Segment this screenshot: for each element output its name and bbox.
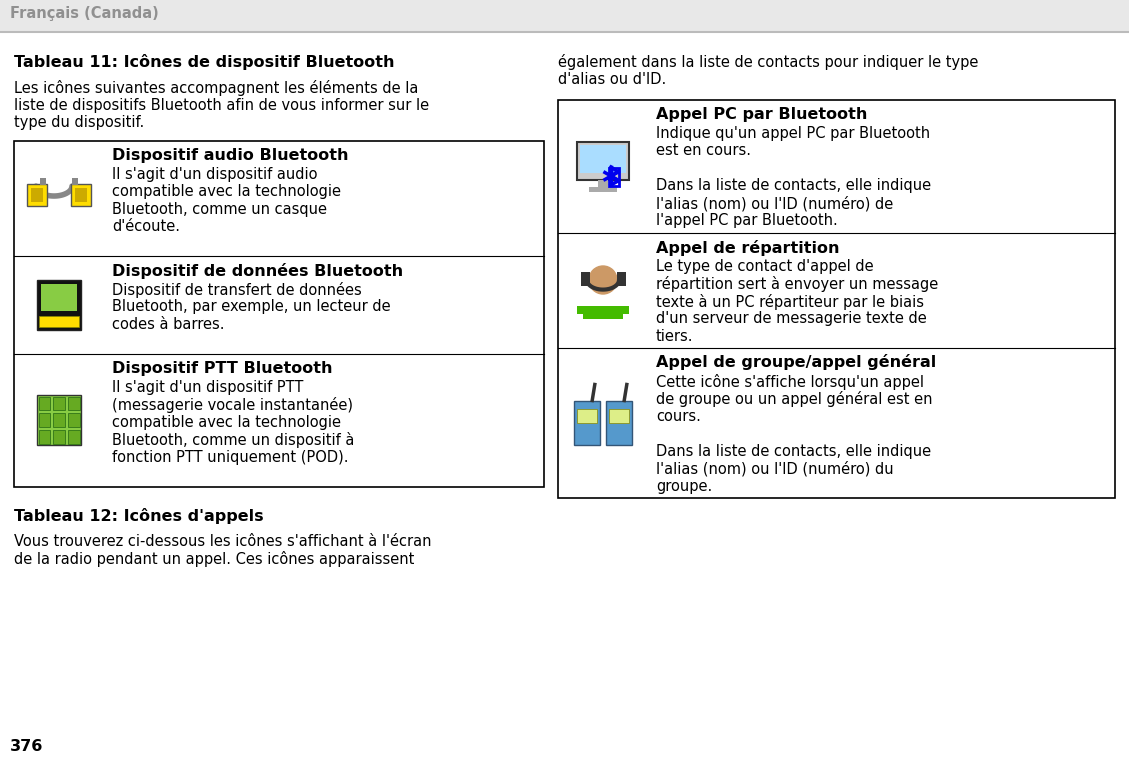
Text: Bluetooth, par exemple, un lecteur de: Bluetooth, par exemple, un lecteur de (112, 299, 391, 315)
Bar (583, 313, 623, 319)
Bar (598, 180, 609, 187)
Text: est en cours.: est en cours. (656, 143, 751, 158)
Text: Les icônes suivantes accompagnent les éléments de la: Les icônes suivantes accompagnent les él… (14, 80, 419, 96)
Bar (580, 145, 625, 173)
Text: Dans la liste de contacts, elle indique: Dans la liste de contacts, elle indique (656, 443, 931, 459)
Text: l'alias (nom) ou l'ID (numéro) de: l'alias (nom) ou l'ID (numéro) de (656, 196, 893, 211)
Text: Dispositif de transfert de données: Dispositif de transfert de données (112, 282, 361, 298)
Text: Français (Canada): Français (Canada) (10, 6, 159, 21)
Text: Dispositif PTT Bluetooth: Dispositif PTT Bluetooth (112, 360, 333, 376)
Bar (577, 408, 597, 422)
Bar (68, 397, 79, 410)
Text: Tableau 11: Icônes de dispositif Bluetooth: Tableau 11: Icônes de dispositif Bluetoo… (14, 54, 394, 70)
Bar (558, 100, 1115, 498)
Text: 376: 376 (10, 739, 43, 754)
Text: codes à barres.: codes à barres. (112, 317, 225, 332)
Bar (609, 168, 619, 186)
Text: Tableau 12: Icônes d'appels: Tableau 12: Icônes d'appels (14, 507, 264, 523)
Text: Bluetooth, comme un casque: Bluetooth, comme un casque (112, 202, 327, 217)
Text: Dans la liste de contacts, elle indique: Dans la liste de contacts, elle indique (656, 178, 931, 194)
Bar (38, 413, 50, 427)
Bar (68, 413, 79, 427)
Text: Cette icône s'affiche lorsqu'un appel: Cette icône s'affiche lorsqu'un appel (656, 373, 924, 389)
Text: fonction PTT uniquement (POD).: fonction PTT uniquement (POD). (112, 450, 349, 465)
Text: l'appel PC par Bluetooth.: l'appel PC par Bluetooth. (656, 213, 838, 229)
Text: Indique qu'un appel PC par Bluetooth: Indique qu'un appel PC par Bluetooth (656, 126, 930, 141)
Text: Bluetooth, comme un dispositif à: Bluetooth, comme un dispositif à (112, 432, 355, 448)
Text: Appel de répartition: Appel de répartition (656, 239, 840, 255)
Text: d'un serveur de messagerie texte de: d'un serveur de messagerie texte de (656, 311, 927, 326)
Text: Le type de contact d'appel de: Le type de contact d'appel de (656, 259, 874, 274)
Bar (14, 141, 544, 487)
Bar (41, 283, 77, 311)
Text: (messagerie vocale instantanée): (messagerie vocale instantanée) (112, 397, 353, 413)
Bar (38, 397, 50, 410)
Bar (577, 306, 629, 314)
Text: Il s'agit d'un dispositif audio: Il s'agit d'un dispositif audio (112, 167, 317, 182)
Text: Il s'agit d'un dispositif PTT: Il s'agit d'un dispositif PTT (112, 380, 304, 395)
Text: compatible avec la technologie: compatible avec la technologie (112, 415, 341, 430)
Bar (609, 408, 629, 422)
Bar (40, 178, 46, 185)
Text: Appel de groupe/appel général: Appel de groupe/appel général (656, 354, 936, 370)
Bar (581, 272, 590, 286)
Bar (30, 188, 43, 202)
Text: répartition sert à envoyer un message: répartition sert à envoyer un message (656, 277, 938, 293)
Bar (53, 430, 64, 443)
Text: type du dispositif.: type du dispositif. (14, 115, 145, 130)
Text: de groupe ou un appel général est en: de groupe ou un appel général est en (656, 391, 933, 407)
Bar (577, 142, 629, 180)
Bar (75, 188, 87, 202)
Text: l'alias (nom) ou l'ID (numéro) du: l'alias (nom) ou l'ID (numéro) du (656, 461, 894, 477)
Bar (574, 401, 599, 444)
Text: de la radio pendant un appel. Ces icônes apparaissent: de la radio pendant un appel. Ces icônes… (14, 552, 414, 568)
Bar (40, 315, 79, 327)
Text: compatible avec la technologie: compatible avec la technologie (112, 184, 341, 200)
Bar (589, 187, 618, 192)
Text: Dispositif de données Bluetooth: Dispositif de données Bluetooth (112, 263, 403, 279)
Bar (37, 280, 81, 330)
Text: d'écoute.: d'écoute. (112, 219, 180, 235)
Text: tiers.: tiers. (656, 328, 693, 344)
Text: également dans la liste de contacts pour indiquer le type: également dans la liste de contacts pour… (558, 54, 979, 70)
Text: groupe.: groupe. (656, 479, 712, 494)
Text: texte à un PC répartiteur par le biais: texte à un PC répartiteur par le biais (656, 293, 924, 309)
Bar (618, 272, 625, 286)
Text: Appel PC par Bluetooth: Appel PC par Bluetooth (656, 107, 867, 121)
Bar (53, 413, 64, 427)
Bar (53, 397, 64, 410)
Bar (27, 184, 47, 207)
Bar (72, 178, 78, 185)
Text: d'alias ou d'ID.: d'alias ou d'ID. (558, 72, 666, 87)
Bar (37, 395, 81, 445)
Text: liste de dispositifs Bluetooth afin de vous informer sur le: liste de dispositifs Bluetooth afin de v… (14, 98, 429, 113)
Bar (71, 184, 91, 207)
Text: Dispositif audio Bluetooth: Dispositif audio Bluetooth (112, 148, 349, 162)
Bar (38, 430, 50, 443)
Text: cours.: cours. (656, 408, 701, 424)
Bar (68, 430, 79, 443)
Text: Vous trouverez ci-dessous les icônes s'affichant à l'écran: Vous trouverez ci-dessous les icônes s'a… (14, 534, 431, 549)
Circle shape (589, 266, 618, 294)
Bar (606, 401, 632, 444)
Bar (0, 0, 1129, 32)
